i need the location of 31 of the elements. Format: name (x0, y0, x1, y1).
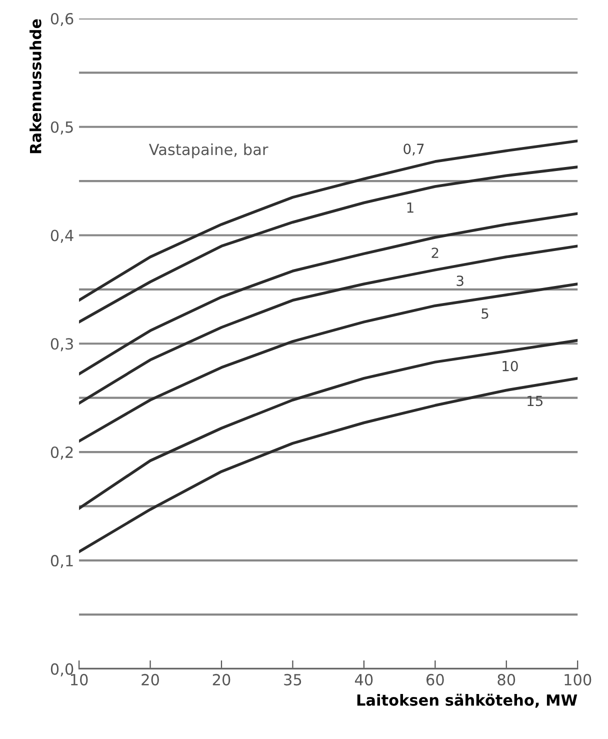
line-series (79, 212, 578, 376)
y-tick-label: 0,3 (50, 338, 73, 352)
x-tick-label: 60 (426, 674, 444, 686)
series-label: 5 (482, 308, 488, 319)
y-tick-label: 0,6 (50, 12, 74, 26)
series-label: 15 (528, 396, 542, 406)
y-axis-title: Rakennussuhde (30, 19, 42, 154)
x-axis-title: Laitoksen sähköteho, MW (357, 694, 578, 708)
line-series (79, 140, 578, 302)
x-tick-label: 100 (564, 674, 592, 686)
y-tick-label: 0,2 (50, 446, 73, 460)
x-tick-label: 80 (498, 674, 516, 686)
line-series (79, 244, 578, 405)
series-label: 3 (456, 276, 464, 286)
y-tick-label: 0,4 (50, 230, 74, 243)
series-label: 2 (432, 248, 438, 258)
x-tick-label: 20 (142, 674, 159, 686)
y-tick-label: 0,0 (50, 663, 74, 676)
series-label: 1 (407, 202, 414, 213)
x-tick-label: 10 (71, 674, 88, 686)
x-tick-label: 35 (284, 674, 302, 686)
y-tick-label: 0,1 (50, 554, 73, 568)
y-tick-label: 0,5 (50, 121, 73, 134)
line-series (79, 166, 578, 324)
series-label: 10 (502, 360, 518, 372)
line-series (79, 338, 578, 510)
x-tick-label: 20 (212, 674, 230, 686)
series-label: 0,7 (404, 144, 424, 156)
annotation: Vastapaine, bar (148, 143, 268, 158)
line-series (79, 376, 578, 554)
x-tick-label: 40 (354, 674, 373, 686)
